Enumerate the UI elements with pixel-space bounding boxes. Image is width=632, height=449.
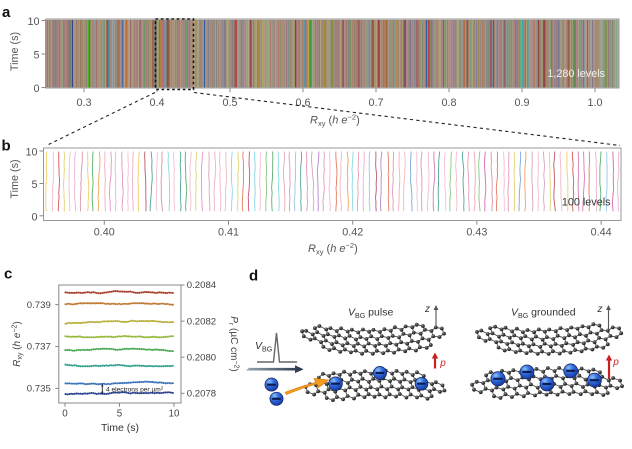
svg-text:5: 5: [33, 50, 39, 62]
svg-text:p: p: [612, 357, 619, 368]
svg-text:0.7: 0.7: [368, 97, 383, 109]
svg-text:10: 10: [25, 147, 37, 159]
svg-text:0.4: 0.4: [149, 97, 164, 109]
svg-text:0: 0: [33, 83, 39, 95]
svg-text:10: 10: [27, 16, 39, 28]
svg-text:0.8: 0.8: [441, 97, 456, 109]
svg-text:0.739: 0.739: [27, 300, 51, 311]
svg-text:0: 0: [31, 211, 37, 223]
svg-text:0.737: 0.737: [27, 342, 51, 353]
svg-text:0.2084: 0.2084: [187, 280, 217, 291]
svg-text:VBG grounded: VBG grounded: [511, 307, 576, 320]
svg-text:Rxy (h e−2): Rxy (h e−2): [310, 113, 360, 129]
svg-text:5: 5: [31, 179, 37, 191]
svg-text:z: z: [424, 304, 430, 315]
svg-text:0.44: 0.44: [591, 227, 612, 239]
svg-text:d: d: [249, 268, 258, 285]
svg-text:a: a: [2, 4, 11, 21]
svg-text:Time (s): Time (s): [9, 32, 21, 71]
svg-text:10: 10: [169, 409, 180, 420]
svg-text:0.42: 0.42: [342, 227, 363, 239]
svg-text:Rxy (h e−2): Rxy (h e−2): [12, 321, 25, 367]
svg-text:0: 0: [62, 409, 68, 420]
svg-text:0.40: 0.40: [94, 227, 115, 239]
svg-text:100 levels: 100 levels: [562, 197, 611, 209]
svg-text:0.735: 0.735: [27, 384, 51, 395]
svg-text:Time (s): Time (s): [9, 159, 21, 198]
svg-text:VBG pulse: VBG pulse: [348, 307, 393, 320]
svg-text:1.0: 1.0: [587, 97, 602, 109]
svg-text:0.41: 0.41: [218, 227, 239, 239]
svg-text:p: p: [439, 358, 446, 369]
svg-text:VBG: VBG: [255, 340, 272, 353]
svg-text:0.43: 0.43: [466, 227, 487, 239]
svg-text:0.5: 0.5: [222, 97, 237, 109]
svg-text:z: z: [597, 304, 603, 315]
svg-text:0.3: 0.3: [76, 97, 91, 109]
svg-text:0.2080: 0.2080: [187, 352, 216, 363]
svg-text:Pr (µC cm−2): Pr (µC cm−2): [227, 316, 240, 372]
svg-text:4 electrons per µm2: 4 electrons per µm2: [106, 386, 164, 394]
svg-text:0.2078: 0.2078: [187, 389, 216, 400]
svg-text:1,280 levels: 1,280 levels: [547, 68, 605, 80]
svg-text:c: c: [4, 266, 12, 283]
svg-text:Time (s): Time (s): [101, 422, 139, 434]
svg-text:0.2082: 0.2082: [187, 316, 216, 327]
svg-text:Rxy (h e−2): Rxy (h e−2): [308, 241, 358, 257]
svg-text:0.6: 0.6: [295, 97, 310, 109]
svg-text:0.9: 0.9: [514, 97, 529, 109]
svg-text:b: b: [2, 138, 11, 155]
svg-text:5: 5: [117, 409, 123, 420]
